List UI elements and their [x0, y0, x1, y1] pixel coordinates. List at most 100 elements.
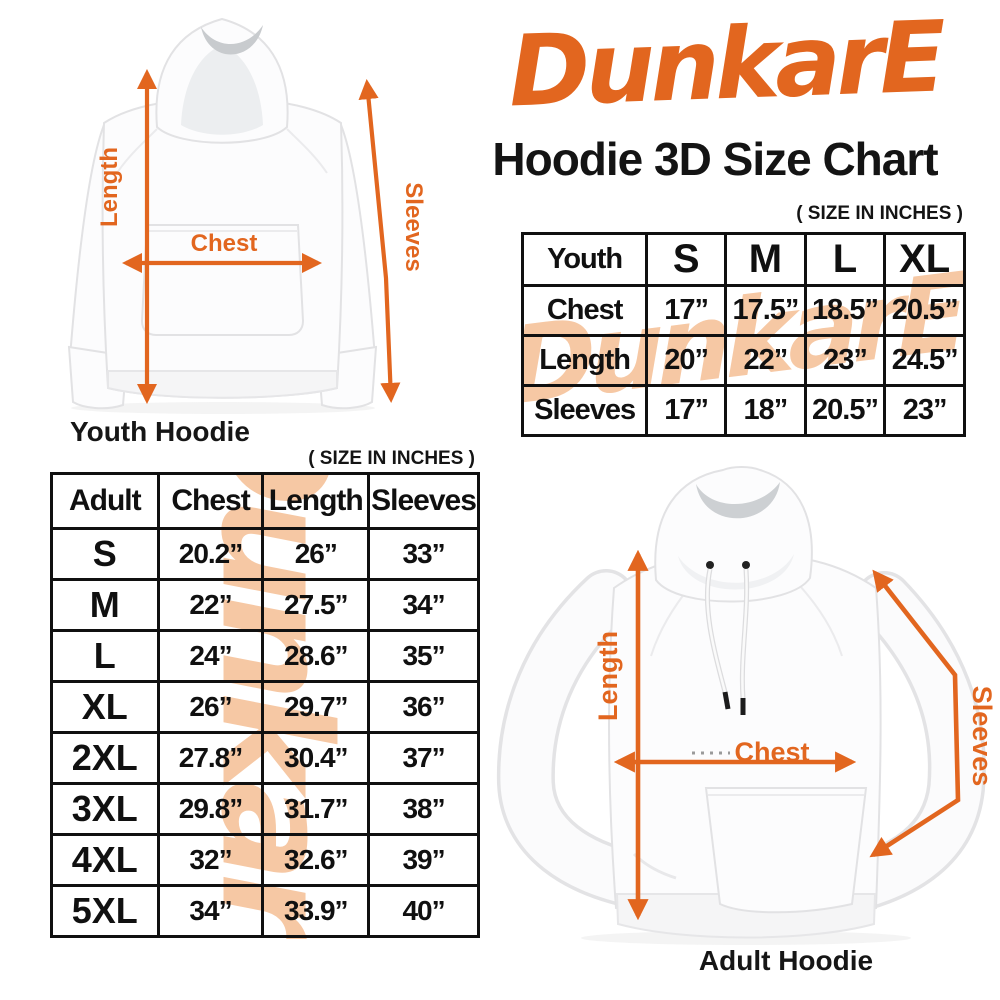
size-cell: 27.8”	[156, 731, 265, 785]
size-cell: 32.6”	[261, 833, 371, 887]
table-row: 5XL 34” 33.9” 40”	[50, 884, 480, 938]
table-row: Length 20” 22” 23” 24.5”	[521, 334, 966, 387]
size-cell: 17”	[645, 384, 728, 437]
size-cell: 30.4”	[261, 731, 371, 785]
table-row: 4XL 32” 32.6” 39”	[50, 833, 480, 887]
size-cell: 38”	[367, 782, 480, 836]
adult-hoodie-image: Length Chest Sleeves	[496, 466, 997, 945]
column-header: Adult	[50, 472, 160, 530]
row-label: 2XL	[50, 731, 160, 785]
size-cell: 32”	[156, 833, 265, 887]
youth-hood-opening	[181, 45, 263, 135]
drawstring-aglet	[722, 691, 731, 710]
column-header: XL	[883, 232, 966, 287]
size-cell: 31.7”	[261, 782, 371, 836]
youth-hoodie-caption: Youth Hoodie	[70, 416, 250, 447]
table-row: Adult Chest Length Sleeves	[50, 472, 480, 530]
size-cell: 29.7”	[261, 680, 371, 734]
adult-sleeves-label: Sleeves	[967, 686, 997, 787]
row-label: M	[50, 578, 160, 632]
size-cell: 40”	[367, 884, 480, 938]
size-cell: 39”	[367, 833, 480, 887]
adult-size-table-grid: Adult Chest Length Sleeves S 20.2” 26” 3…	[50, 472, 480, 938]
column-header: S	[645, 232, 728, 287]
page-title: Hoodie 3D Size Chart	[492, 133, 938, 185]
size-cell: 35”	[367, 629, 480, 683]
size-cell: 23”	[803, 334, 887, 387]
adult-size-table: DunkarE Adult Chest Length Sleeves S 20.…	[50, 472, 480, 939]
brand-logo: DunkarE	[506, 0, 944, 130]
column-header: M	[724, 232, 807, 287]
youth-size-table: DunkarE Youth S M L XL Chest 17” 17.5” 1…	[521, 232, 966, 438]
table-row: Chest 17” 17.5” 18.5” 20.5”	[521, 284, 966, 337]
size-cell: 24”	[156, 629, 265, 683]
column-header: L	[803, 232, 887, 287]
table-row: L 24” 28.6” 35”	[50, 629, 480, 683]
size-cell: 34”	[367, 578, 480, 632]
size-cell: 33”	[367, 527, 480, 581]
size-cell: 23”	[883, 384, 966, 437]
row-label: Chest	[521, 284, 649, 337]
adult-sleeves-arrow	[869, 569, 961, 858]
drawstring-left-highlight	[706, 568, 727, 693]
adult-left-arm-fill	[500, 572, 684, 910]
size-cell: 27.5”	[261, 578, 371, 632]
size-cell: 20.2”	[156, 527, 265, 581]
youth-hood-interior	[201, 25, 263, 55]
row-label: S	[50, 527, 160, 581]
size-cell: 20.5”	[883, 284, 966, 337]
size-cell: 28.6”	[261, 629, 371, 683]
size-cell: 17.5”	[724, 284, 807, 337]
adult-hoodie-caption: Adult Hoodie	[698, 945, 874, 976]
table-row: 2XL 27.8” 30.4” 37”	[50, 731, 480, 785]
drawstring-right-highlight	[741, 568, 748, 699]
row-label: L	[50, 629, 160, 683]
row-label: XL	[50, 680, 160, 734]
youth-chest-label: Chest	[191, 230, 258, 257]
size-cell: 36”	[367, 680, 480, 734]
youth-sleeves-label: Sleeves	[400, 182, 427, 271]
adult-size-note: ( SIZE IN INCHES )	[308, 448, 475, 469]
adult-chest-label: Chest	[734, 737, 809, 767]
drawstring-eyelet	[742, 561, 750, 569]
adult-pocket	[704, 787, 868, 914]
size-cell: 18”	[724, 384, 807, 437]
row-label: 3XL	[50, 782, 160, 836]
table-row: M 22” 27.5” 34”	[50, 578, 480, 632]
drawstring-eyelet	[706, 561, 714, 569]
youth-size-note: ( SIZE IN INCHES )	[796, 203, 963, 224]
row-label: 5XL	[50, 884, 160, 938]
row-label: Length	[521, 334, 649, 387]
size-cell: 22”	[724, 334, 807, 387]
youth-corner-header: Youth	[521, 232, 649, 287]
size-cell: 24.5”	[883, 334, 966, 387]
column-header: Chest	[156, 472, 265, 530]
table-row: Sleeves 17” 18” 20.5” 23”	[521, 384, 966, 437]
size-cell: 26”	[261, 527, 371, 581]
size-cell: 18.5”	[803, 284, 887, 337]
size-cell: 34”	[156, 884, 265, 938]
ground-shadow	[71, 402, 375, 414]
table-row: 3XL 29.8” 31.7” 38”	[50, 782, 480, 836]
youth-hoodie-image: Length Chest Sleeves	[67, 17, 427, 414]
size-cell: 20.5”	[803, 384, 887, 437]
youth-size-table-grid: Youth S M L XL Chest 17” 17.5” 18.5” 20.…	[521, 232, 966, 437]
column-header: Length	[261, 472, 371, 530]
size-cell: 22”	[156, 578, 265, 632]
youth-length-label: Length	[96, 147, 123, 227]
table-row: XL 26” 29.7” 36”	[50, 680, 480, 734]
youth-sleeves-arrow	[358, 78, 401, 404]
size-cell: 37”	[367, 731, 480, 785]
size-cell: 26”	[156, 680, 265, 734]
youth-hem-band	[107, 370, 338, 399]
size-cell: 17”	[645, 284, 728, 337]
size-cell: 20”	[645, 334, 728, 387]
adult-hood-interior	[696, 482, 780, 519]
column-header: Sleeves	[367, 472, 480, 530]
adult-hood	[654, 466, 813, 603]
size-cell: 29.8”	[156, 782, 265, 836]
table-row: Youth S M L XL	[521, 232, 966, 287]
size-cell: 33.9”	[261, 884, 371, 938]
row-label: 4XL	[50, 833, 160, 887]
